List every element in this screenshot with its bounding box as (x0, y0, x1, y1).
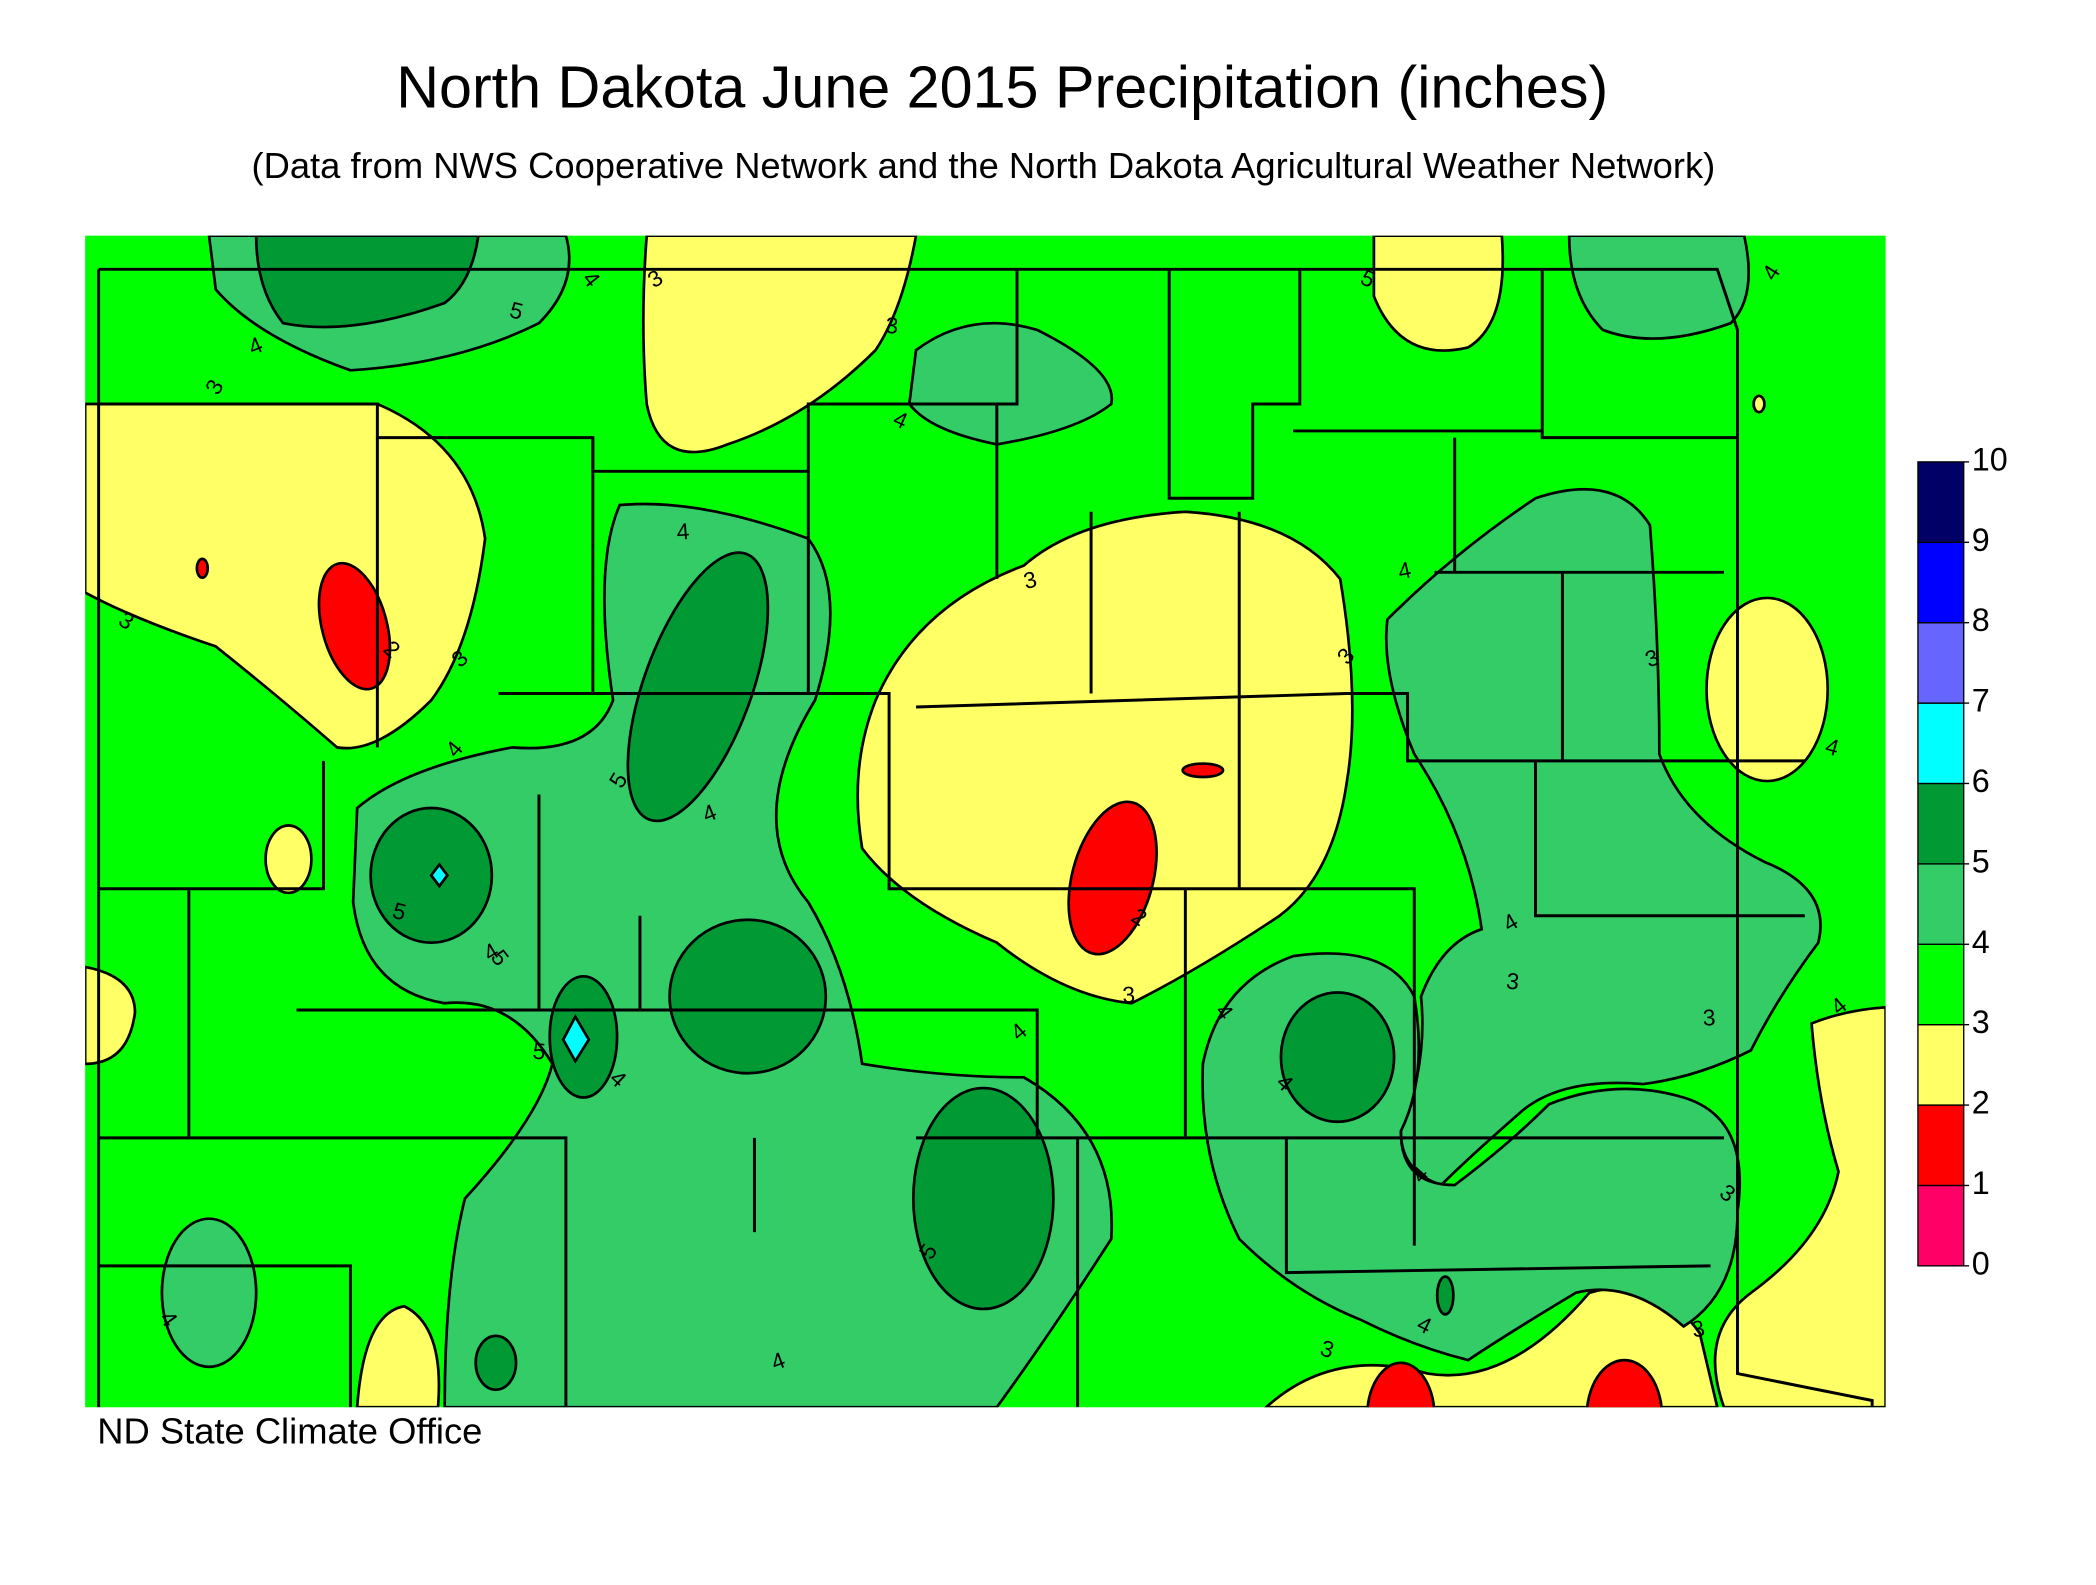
colorbar-label: 8 (1972, 602, 1990, 638)
title: North Dakota June 2015 Precipitation (in… (396, 54, 1608, 121)
contour-label: 3 (1689, 1315, 1706, 1343)
zone-1-2 (195, 557, 1663, 1408)
colorbar-band (1917, 1184, 1965, 1267)
colorbar-label: 5 (1972, 843, 1990, 879)
colorbar-band (1917, 702, 1965, 785)
colorbar-label: 3 (1972, 1004, 1990, 1040)
contour-label: 3 (1505, 967, 1521, 994)
colorbar: 0 1 2 3 4 5 6 7 8 9 10 (1917, 441, 2008, 1281)
colorbar-label: 6 (1972, 763, 1990, 799)
county-lines (97, 267, 1874, 1408)
colorbar-label: 10 (1972, 441, 2008, 477)
contour-label: 4 (676, 518, 691, 545)
colorbar-band (1917, 943, 1965, 1026)
contour-label: 3 (884, 312, 899, 339)
colorbar-band (1917, 622, 1965, 704)
colorbar-band (1917, 1104, 1965, 1187)
colorbar-band (1917, 863, 1965, 945)
zone-5-6 (254, 235, 1455, 1392)
colorbar-label: 0 (1972, 1245, 1990, 1281)
contour-label: 5 (531, 1038, 546, 1065)
contour-label: 3 (1702, 1004, 1716, 1030)
colorbar-label: 1 (1972, 1165, 1990, 1201)
contour-label: 4 (1396, 556, 1414, 584)
contour-label: 5 (507, 296, 526, 324)
zone-6-7 (429, 862, 591, 1064)
colorbar-label: 2 (1972, 1085, 1990, 1121)
colorbar-band (1917, 541, 1965, 624)
colorbar-label: 9 (1972, 522, 1990, 558)
colorbar-band (1917, 461, 1965, 543)
colorbar-band (1917, 782, 1965, 865)
footer: ND State Climate Office (97, 1411, 482, 1452)
contour-label: 3 (1021, 566, 1039, 594)
colorbar-label: 7 (1972, 683, 1990, 719)
subtitle: (Data from NWS Cooperative Network and t… (251, 145, 1715, 186)
colorbar-label: 4 (1972, 924, 1990, 960)
colorbar-band (1917, 1023, 1965, 1106)
contour-label: 3 (1122, 981, 1136, 1008)
